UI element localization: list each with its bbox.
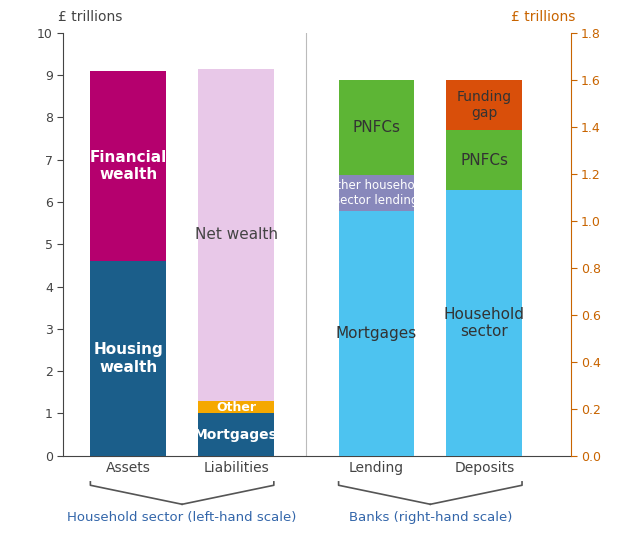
Bar xyxy=(198,413,274,456)
Text: Other household
sector lending: Other household sector lending xyxy=(327,179,425,207)
Text: Financial
wealth: Financial wealth xyxy=(89,150,167,182)
Text: Housing
wealth: Housing wealth xyxy=(93,342,163,374)
Text: PNFCs: PNFCs xyxy=(460,153,508,168)
Text: Net wealth: Net wealth xyxy=(195,227,278,242)
Text: Funding
gap: Funding gap xyxy=(456,90,512,120)
Text: Household sector (left-hand scale): Household sector (left-hand scale) xyxy=(67,511,297,524)
Text: Household
sector: Household sector xyxy=(444,307,525,339)
Bar xyxy=(198,401,274,413)
Bar xyxy=(446,131,522,191)
Bar xyxy=(446,80,522,131)
Bar xyxy=(198,69,274,401)
Text: £ trillions: £ trillions xyxy=(58,10,123,25)
Bar xyxy=(339,211,414,456)
Text: PNFCs: PNFCs xyxy=(353,120,400,135)
Text: Mortgages: Mortgages xyxy=(194,428,278,441)
Bar xyxy=(91,261,166,456)
Bar xyxy=(339,175,414,211)
Bar xyxy=(339,80,414,175)
Text: Mortgages: Mortgages xyxy=(336,326,417,341)
Text: £ trillions: £ trillions xyxy=(511,10,576,25)
Bar xyxy=(91,71,166,261)
Text: Banks (right-hand scale): Banks (right-hand scale) xyxy=(349,511,512,524)
Text: Other: Other xyxy=(216,401,256,413)
Bar xyxy=(446,191,522,456)
